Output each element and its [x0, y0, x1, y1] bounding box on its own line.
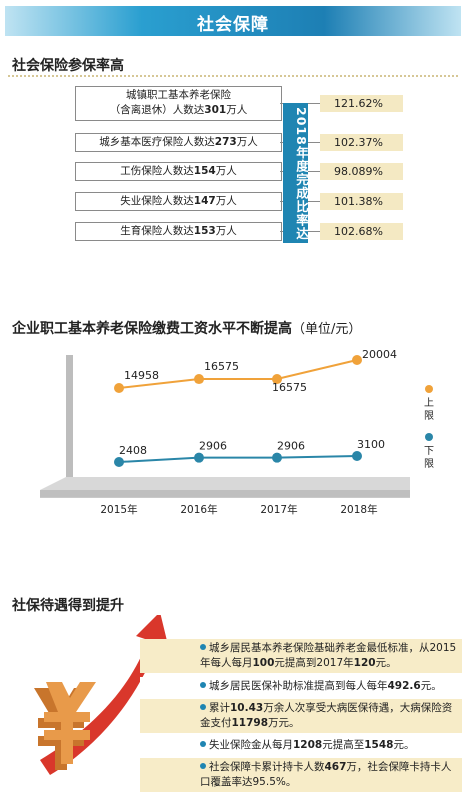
rate-value: 102.37%	[320, 134, 403, 151]
legend-dot	[425, 433, 433, 441]
section3-title: 社保待遇得到提升	[12, 598, 124, 614]
series-line-0	[118, 359, 358, 389]
data-point	[352, 451, 362, 461]
rate-value: 121.62%	[320, 95, 403, 112]
data-label: 2408	[119, 444, 147, 457]
banner-title: 社会保障	[197, 15, 269, 35]
data-point	[114, 383, 124, 393]
x-tick-label: 2018年	[340, 504, 378, 516]
benefit-item: 累计10.43万余人次享受大病医保待遇，大病保险资金支付11798万元。	[140, 699, 462, 733]
data-label: 14958	[124, 369, 159, 382]
data-point	[272, 374, 282, 385]
benefit-item: 城乡居民医保补助标准提高到每人每年492.6元。	[140, 677, 462, 696]
benefits-illustration	[34, 615, 168, 775]
insurance-item: 城镇职工基本养老保险 （含离退休）人数达301万人	[75, 86, 282, 121]
divider	[8, 75, 458, 77]
x-tick-label: 2016年	[180, 504, 218, 516]
section2-title: 企业职工基本养老保险缴费工资水平不断提高（单位/元）	[12, 321, 362, 337]
data-point	[114, 457, 124, 467]
completion-rate-label: 2018年度完成比率达	[283, 103, 309, 243]
data-point	[272, 452, 282, 463]
rising-arrow	[40, 615, 168, 775]
insurance-item-line2: （含离退休）人数达301万人	[109, 104, 248, 116]
data-label: 16575	[204, 360, 239, 373]
section1-title: 社会保险参保率高	[12, 58, 124, 74]
insurance-item: 城乡基本医疗保险人数达273万人	[75, 133, 282, 152]
data-label: 2906	[199, 440, 227, 453]
legend-upper: 上限	[422, 385, 436, 423]
insurance-item: 失业保险人数达147万人	[75, 192, 282, 211]
benefit-item: 失业保险金从每月1208元提高至1548元。	[140, 736, 462, 755]
data-label: 3100	[357, 438, 385, 451]
rate-value: 98.089%	[320, 163, 403, 180]
data-label: 2906	[277, 440, 305, 453]
insurance-item: 工伤保险人数达154万人	[75, 162, 282, 181]
x-tick-label: 2015年	[100, 504, 138, 516]
data-point	[352, 355, 362, 365]
chart-wall	[66, 355, 73, 477]
benefit-item: 城乡居民基本养老保险基础养老金最低标准，从2015年每人每月100元提高到201…	[140, 639, 462, 673]
legend-lower: 下限	[422, 433, 436, 471]
insurance-item: 生育保险人数达153万人	[75, 222, 282, 241]
data-label: 20004	[362, 348, 397, 361]
insurance-item-line1: 城镇职工基本养老保险	[126, 89, 231, 101]
banner: 社会保障	[5, 6, 461, 36]
x-tick-label: 2017年	[260, 504, 298, 516]
data-label: 16575	[272, 381, 307, 394]
legend-dot	[425, 385, 433, 393]
data-point	[194, 452, 204, 463]
benefit-item: 社会保障卡累计持卡人数467万，社会保障卡持卡人口覆盖率达95.5%。	[140, 758, 462, 792]
rate-value: 101.38%	[320, 193, 403, 210]
wage-line-chart: 14958 16575 16575 20004 2408 2906 2906 3100	[40, 348, 410, 498]
series-line-1	[118, 455, 358, 463]
rate-value: 102.68%	[320, 223, 403, 240]
yuan-symbol	[34, 682, 96, 770]
data-point	[194, 374, 204, 385]
